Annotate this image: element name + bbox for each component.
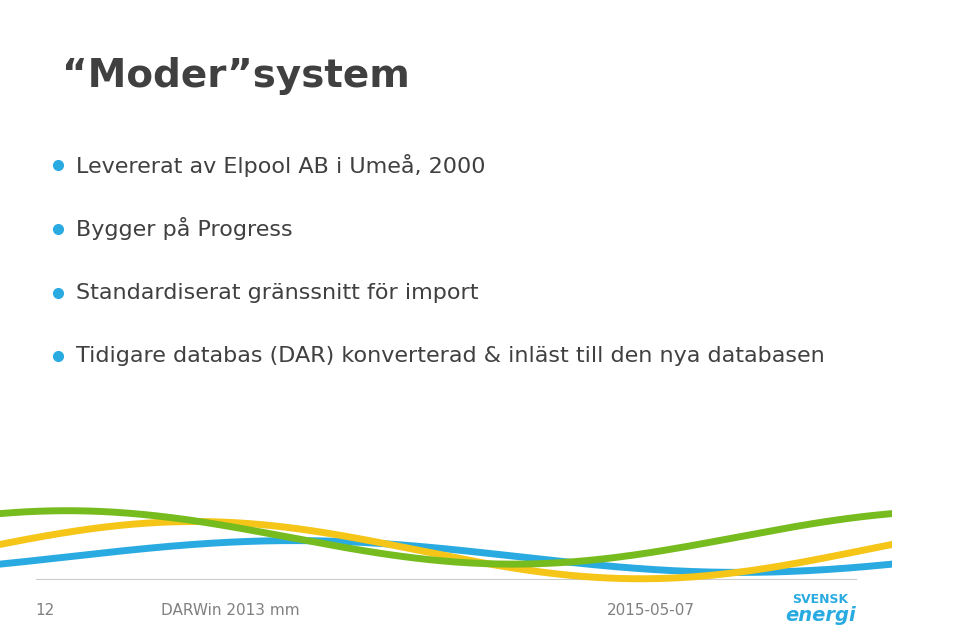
Text: Tidigare databas (DAR) konverterad & inläst till den nya databasen: Tidigare databas (DAR) konverterad & inl… bbox=[76, 346, 825, 366]
Text: DARWin 2013 mm: DARWin 2013 mm bbox=[160, 603, 300, 618]
Text: 2015-05-07: 2015-05-07 bbox=[607, 603, 695, 618]
Text: energi: energi bbox=[785, 605, 856, 625]
Text: Bygger på Progress: Bygger på Progress bbox=[76, 218, 293, 240]
Text: Standardiserat gränssnitt för import: Standardiserat gränssnitt för import bbox=[76, 282, 478, 303]
Text: “Moder”system: “Moder”system bbox=[62, 57, 410, 95]
Text: Levererat av Elpool AB i Umeå, 2000: Levererat av Elpool AB i Umeå, 2000 bbox=[76, 154, 486, 177]
Text: SVENSK: SVENSK bbox=[793, 593, 849, 605]
Text: 12: 12 bbox=[36, 603, 55, 618]
